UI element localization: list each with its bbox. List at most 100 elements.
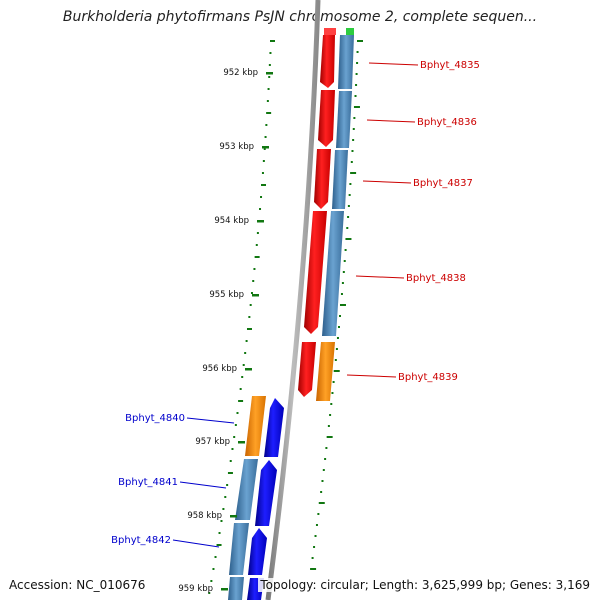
cds-track-right <box>322 35 354 336</box>
tick-dot <box>356 62 359 64</box>
tick-dot <box>353 106 360 108</box>
tick-dot <box>311 557 314 559</box>
tick-dot <box>231 448 234 450</box>
tick-dot <box>248 316 251 318</box>
cds-feature[interactable] <box>229 523 249 575</box>
tick-dot <box>356 51 359 53</box>
tick-dot <box>345 238 352 240</box>
tick-dot <box>236 412 239 414</box>
outer-tick-dots <box>208 40 275 594</box>
tick-dot <box>266 100 269 102</box>
gene-arrow-bphyt-4839[interactable] <box>298 342 316 397</box>
tick-dot <box>347 205 350 207</box>
gene-arrow-bphyt-4840[interactable] <box>264 398 284 457</box>
tick-dot <box>241 376 244 378</box>
gene-arrow-bphyt-4838[interactable] <box>304 211 327 334</box>
tick-dot <box>352 139 355 141</box>
tick-dot <box>327 425 330 427</box>
tick-dot <box>329 414 332 416</box>
red-feature-top <box>324 28 336 35</box>
tick-dot <box>351 150 354 152</box>
kbp-tick <box>245 368 252 371</box>
tick-dot <box>346 227 349 229</box>
cds-feature[interactable] <box>336 91 352 148</box>
tick-dot <box>261 172 264 174</box>
tick-dot <box>270 40 275 42</box>
gene-label-bphyt_4839[interactable]: Bphyt_4839 <box>398 372 458 383</box>
tick-dot <box>339 304 346 306</box>
gene-label-bphyt_4835[interactable]: Bphyt_4835 <box>420 60 480 71</box>
tick-dot <box>220 520 223 522</box>
kbp-tick <box>252 294 259 297</box>
tick-dot <box>314 535 317 537</box>
gene-arrow-bphyt-4835[interactable] <box>320 35 335 88</box>
tick-dot <box>355 84 358 86</box>
tick-dot <box>259 208 262 210</box>
gene-label-bphyt_4838[interactable]: Bphyt_4838 <box>406 273 466 284</box>
tick-dot <box>246 328 252 330</box>
map-title: Burkholderia phytofirmans PsJN chromosom… <box>62 9 538 25</box>
tick-dot <box>334 359 337 361</box>
tick-dot <box>254 256 260 258</box>
tick-dot <box>330 403 333 405</box>
gene-label-bphyt_4837[interactable]: Bphyt_4837 <box>413 178 473 189</box>
gene-label-bphyt_4842[interactable]: Bphyt_4842 <box>111 535 171 546</box>
cds-feature[interactable] <box>235 459 258 520</box>
cds-feature[interactable] <box>332 150 348 209</box>
tick-dot <box>222 508 225 510</box>
tick-dot <box>333 370 340 372</box>
tick-dot <box>210 580 213 582</box>
tick-dot <box>335 348 338 350</box>
gene-label-bphyt_4840[interactable]: Bphyt_4840 <box>125 413 185 424</box>
tick-dot <box>322 469 325 471</box>
tick-dot <box>350 161 353 163</box>
tick-dot <box>261 184 267 186</box>
gene-arrow-bphyt-4842[interactable] <box>248 528 267 575</box>
tick-dot <box>216 544 222 546</box>
cds-feature[interactable] <box>228 577 244 600</box>
kbp-tick <box>257 220 264 223</box>
gene-label-leader <box>186 417 235 424</box>
orange-feature-right[interactable] <box>316 342 335 401</box>
kbp-axis: 952 kbp 953 kbp 954 kbp 955 kbp 956 kbp 957 k… <box>178 68 273 594</box>
tick-dot <box>313 546 316 548</box>
genome-stats-text: Topology: circular; Length: 3,625,999 bp… <box>258 578 590 592</box>
tick-dot <box>342 271 345 273</box>
cds-feature[interactable] <box>322 211 344 336</box>
tick-dot <box>245 340 248 342</box>
tick-dot <box>255 244 258 246</box>
kbp-tick-label: 953 kbp <box>219 142 254 152</box>
gene-label-leader <box>368 62 419 66</box>
tick-dot <box>355 73 358 75</box>
tick-dot <box>212 568 215 570</box>
tick-dot <box>249 304 252 306</box>
gene-arrow-bphyt-4841[interactable] <box>255 460 277 526</box>
tick-dot <box>318 502 325 504</box>
gene-arrow-bphyt-4836[interactable] <box>318 90 335 147</box>
gene-label-leader <box>346 374 397 378</box>
tick-dot <box>234 424 237 426</box>
orange-feature-left[interactable] <box>245 396 266 456</box>
kbp-tick <box>221 588 228 591</box>
chromosome-backbone <box>265 0 321 600</box>
tick-dot <box>224 496 227 498</box>
gene-label-bphyt_4836[interactable]: Bphyt_4836 <box>417 117 477 128</box>
kbp-tick-label: 957 kbp <box>195 437 230 447</box>
cds-feature[interactable] <box>338 35 354 89</box>
kbp-tick-label: 952 kbp <box>223 68 258 78</box>
tick-dot <box>233 436 236 438</box>
tick-dot <box>267 88 270 90</box>
gene-arrow-bphyt-4837[interactable] <box>314 149 331 209</box>
tick-dot <box>321 480 324 482</box>
kbp-tick <box>238 441 245 444</box>
tick-dot <box>325 447 328 449</box>
tick-dot <box>266 112 272 114</box>
tick-dot <box>339 315 342 317</box>
kbp-tick-label: 954 kbp <box>214 216 249 226</box>
gene-label-bphyt_4841[interactable]: Bphyt_4841 <box>118 477 178 488</box>
tick-dot <box>317 513 320 515</box>
tick-dot <box>349 183 352 185</box>
tick-dot <box>268 64 271 66</box>
tick-dot <box>332 381 335 383</box>
